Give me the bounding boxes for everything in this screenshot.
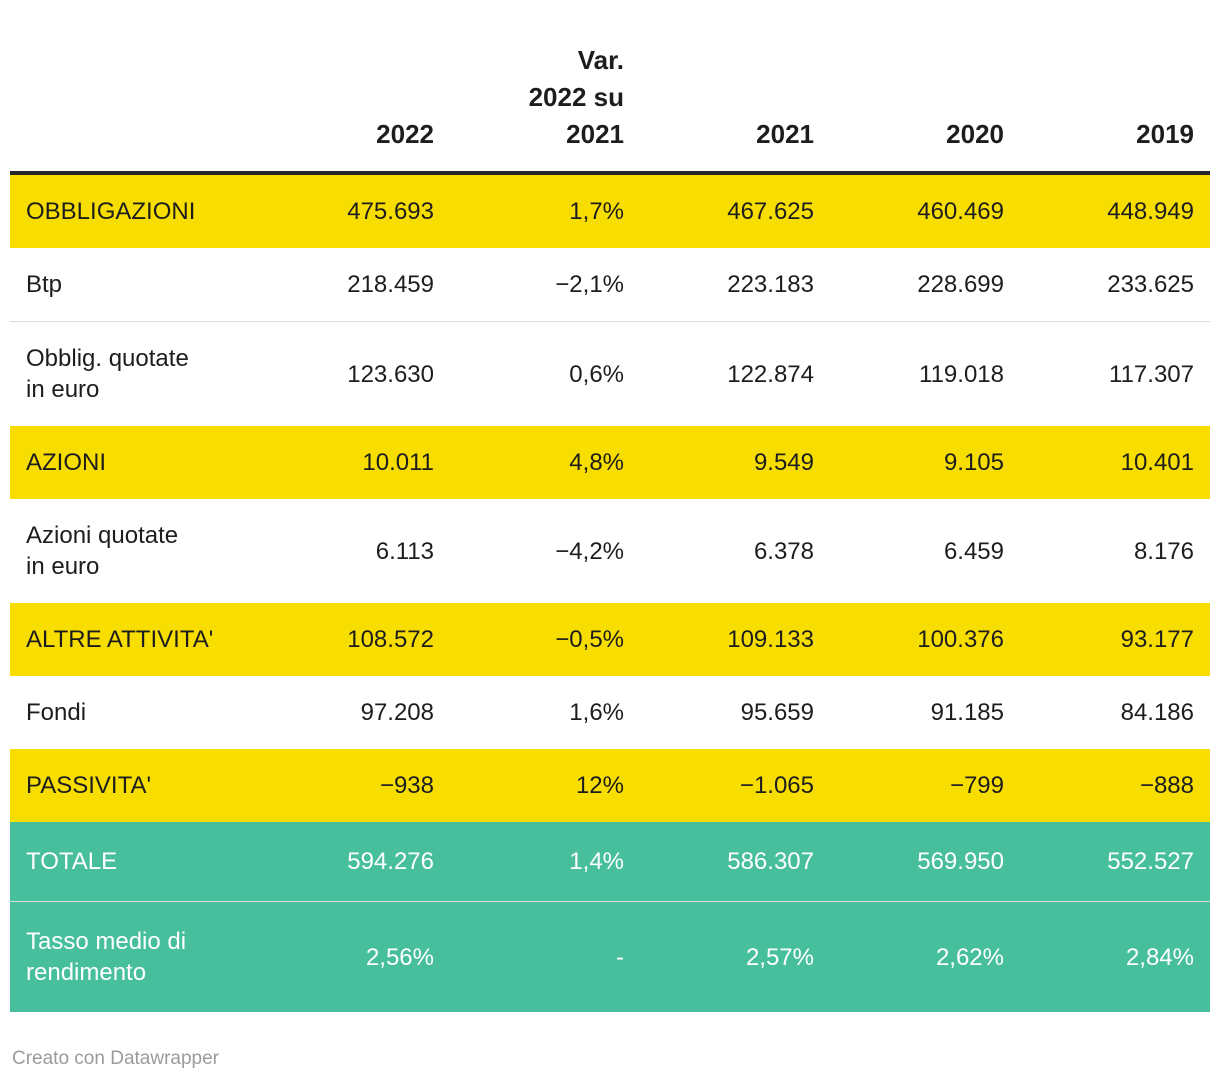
value-cell: 122.874 bbox=[727, 360, 814, 388]
value-cell: 233.625 bbox=[1107, 271, 1194, 298]
value-cell: 467.625 bbox=[727, 198, 814, 225]
row-label: Tasso medio di rendimento bbox=[10, 902, 260, 1013]
value-cell: −2,1% bbox=[555, 271, 624, 298]
table-row-azioni: AZIONI 10.011 4,8% 9.549 9.105 10.401 bbox=[10, 426, 1210, 499]
value-cell: 2,62% bbox=[935, 943, 1004, 971]
value-cell: 0,6% bbox=[569, 360, 624, 388]
row-label: Btp bbox=[26, 271, 63, 298]
column-header-2022: 2022 bbox=[376, 119, 434, 149]
value-cell: −799 bbox=[949, 772, 1004, 799]
row-label: Azioni quotate in euro bbox=[10, 499, 260, 603]
column-header-var: Var. 2022 su 2021 bbox=[450, 0, 640, 173]
value-cell: 10.011 bbox=[362, 449, 434, 476]
value-cell: 10.401 bbox=[1120, 449, 1194, 476]
row-label-line1: Tasso medio di bbox=[26, 928, 187, 955]
table-container: 2022 Var. 2022 su 2021 2021 2020 2019 OB… bbox=[10, 0, 1210, 1012]
table-row-azioni-quotate: Azioni quotate in euro 6.113 −4,2% 6.378… bbox=[10, 499, 1210, 603]
table-row-fondi: Fondi 97.208 1,6% 95.659 91.185 84.186 bbox=[10, 676, 1210, 749]
header-row: 2022 Var. 2022 su 2021 2021 2020 2019 bbox=[10, 0, 1210, 173]
table-row-obblig-quotate: Obblig. quotate in euro 123.630 0,6% 122… bbox=[10, 321, 1210, 427]
value-cell: 9.105 bbox=[943, 449, 1004, 476]
value-cell: 8.176 bbox=[1133, 537, 1194, 565]
value-cell: 2,57% bbox=[745, 943, 814, 971]
value-cell: 93.177 bbox=[1120, 626, 1194, 653]
value-cell: 228.699 bbox=[917, 271, 1004, 298]
value-cell: 4,8% bbox=[569, 449, 624, 476]
row-label-line2: in euro bbox=[26, 376, 100, 403]
value-cell: 1,6% bbox=[569, 699, 624, 726]
value-cell: 6.113 bbox=[375, 537, 434, 565]
value-cell: 12% bbox=[575, 772, 624, 799]
value-cell: 6.459 bbox=[943, 537, 1004, 565]
value-cell: 448.949 bbox=[1107, 198, 1194, 225]
value-cell: −888 bbox=[1139, 772, 1194, 799]
row-label-line1: Obblig. quotate bbox=[26, 345, 189, 372]
row-label: AZIONI bbox=[26, 449, 107, 476]
value-cell: 84.186 bbox=[1120, 699, 1194, 726]
column-header-2020: 2020 bbox=[946, 119, 1004, 149]
value-cell: 218.459 bbox=[347, 271, 434, 298]
value-cell: −0,5% bbox=[555, 626, 624, 653]
value-cell: 6.378 bbox=[753, 537, 814, 565]
value-cell: 1,4% bbox=[569, 848, 624, 875]
datawrapper-credit: Creato con Datawrapper bbox=[12, 1048, 219, 1069]
row-label: TOTALE bbox=[26, 848, 118, 875]
value-cell: −4,2% bbox=[555, 537, 624, 565]
row-label: Obblig. quotate in euro bbox=[10, 322, 260, 427]
table-header: 2022 Var. 2022 su 2021 2021 2020 2019 bbox=[10, 0, 1210, 173]
value-cell: 552.527 bbox=[1107, 848, 1194, 875]
value-cell: 223.183 bbox=[727, 271, 814, 298]
row-label: OBBLIGAZIONI bbox=[26, 198, 196, 225]
value-cell: 460.469 bbox=[917, 198, 1004, 225]
value-cell: 97.208 bbox=[360, 699, 434, 726]
value-cell: 119.018 bbox=[919, 360, 1004, 388]
value-cell: 1,7% bbox=[569, 198, 624, 225]
column-header-var-line2: 2022 su bbox=[528, 82, 624, 112]
value-cell: 91.185 bbox=[930, 699, 1004, 726]
value-cell: 2,84% bbox=[1125, 943, 1194, 971]
value-cell: 2,56% bbox=[365, 943, 434, 971]
value-cell: −1.065 bbox=[739, 772, 814, 799]
value-cell: 569.950 bbox=[917, 848, 1004, 875]
column-header-2021: 2021 bbox=[756, 119, 814, 149]
value-cell: 108.572 bbox=[347, 626, 434, 653]
value-cell: −938 bbox=[379, 772, 434, 799]
table-row-btp: Btp 218.459 −2,1% 223.183 228.699 233.62… bbox=[10, 248, 1210, 322]
value-cell: 586.307 bbox=[727, 848, 814, 875]
column-header-empty bbox=[10, 0, 260, 173]
value-cell: 475.693 bbox=[347, 198, 434, 225]
table-row-tasso-medio: Tasso medio di rendimento 2,56% - 2,57% … bbox=[10, 901, 1210, 1013]
row-label: PASSIVITA' bbox=[26, 772, 152, 799]
row-label-line2: in euro bbox=[26, 553, 100, 580]
value-cell: - bbox=[616, 943, 624, 971]
table-row-altre-attivita: ALTRE ATTIVITA' 108.572 −0,5% 109.133 10… bbox=[10, 603, 1210, 676]
table-row-obbligazioni: OBBLIGAZIONI 475.693 1,7% 467.625 460.46… bbox=[10, 173, 1210, 248]
column-header-2019: 2019 bbox=[1136, 119, 1194, 149]
value-cell: 100.376 bbox=[917, 626, 1004, 653]
table-row-totale: TOTALE 594.276 1,4% 586.307 569.950 552.… bbox=[10, 822, 1210, 902]
column-header-var-line3: 2021 bbox=[566, 119, 624, 149]
table-body: OBBLIGAZIONI 475.693 1,7% 467.625 460.46… bbox=[10, 173, 1210, 1012]
column-header-var-line1: Var. bbox=[577, 45, 624, 75]
row-label-line2: rendimento bbox=[26, 959, 147, 986]
value-cell: 9.549 bbox=[753, 449, 814, 476]
value-cell: 109.133 bbox=[727, 626, 814, 653]
financial-data-table: 2022 Var. 2022 su 2021 2021 2020 2019 OB… bbox=[10, 0, 1210, 1012]
value-cell: 594.276 bbox=[347, 848, 434, 875]
value-cell: 117.307 bbox=[1109, 360, 1194, 388]
row-label: ALTRE ATTIVITA' bbox=[26, 626, 214, 653]
value-cell: 123.630 bbox=[347, 360, 434, 388]
value-cell: 95.659 bbox=[740, 699, 814, 726]
row-label: Fondi bbox=[26, 699, 87, 726]
row-label-line1: Azioni quotate bbox=[26, 522, 179, 549]
table-row-passivita: PASSIVITA' −938 12% −1.065 −799 −888 bbox=[10, 749, 1210, 822]
